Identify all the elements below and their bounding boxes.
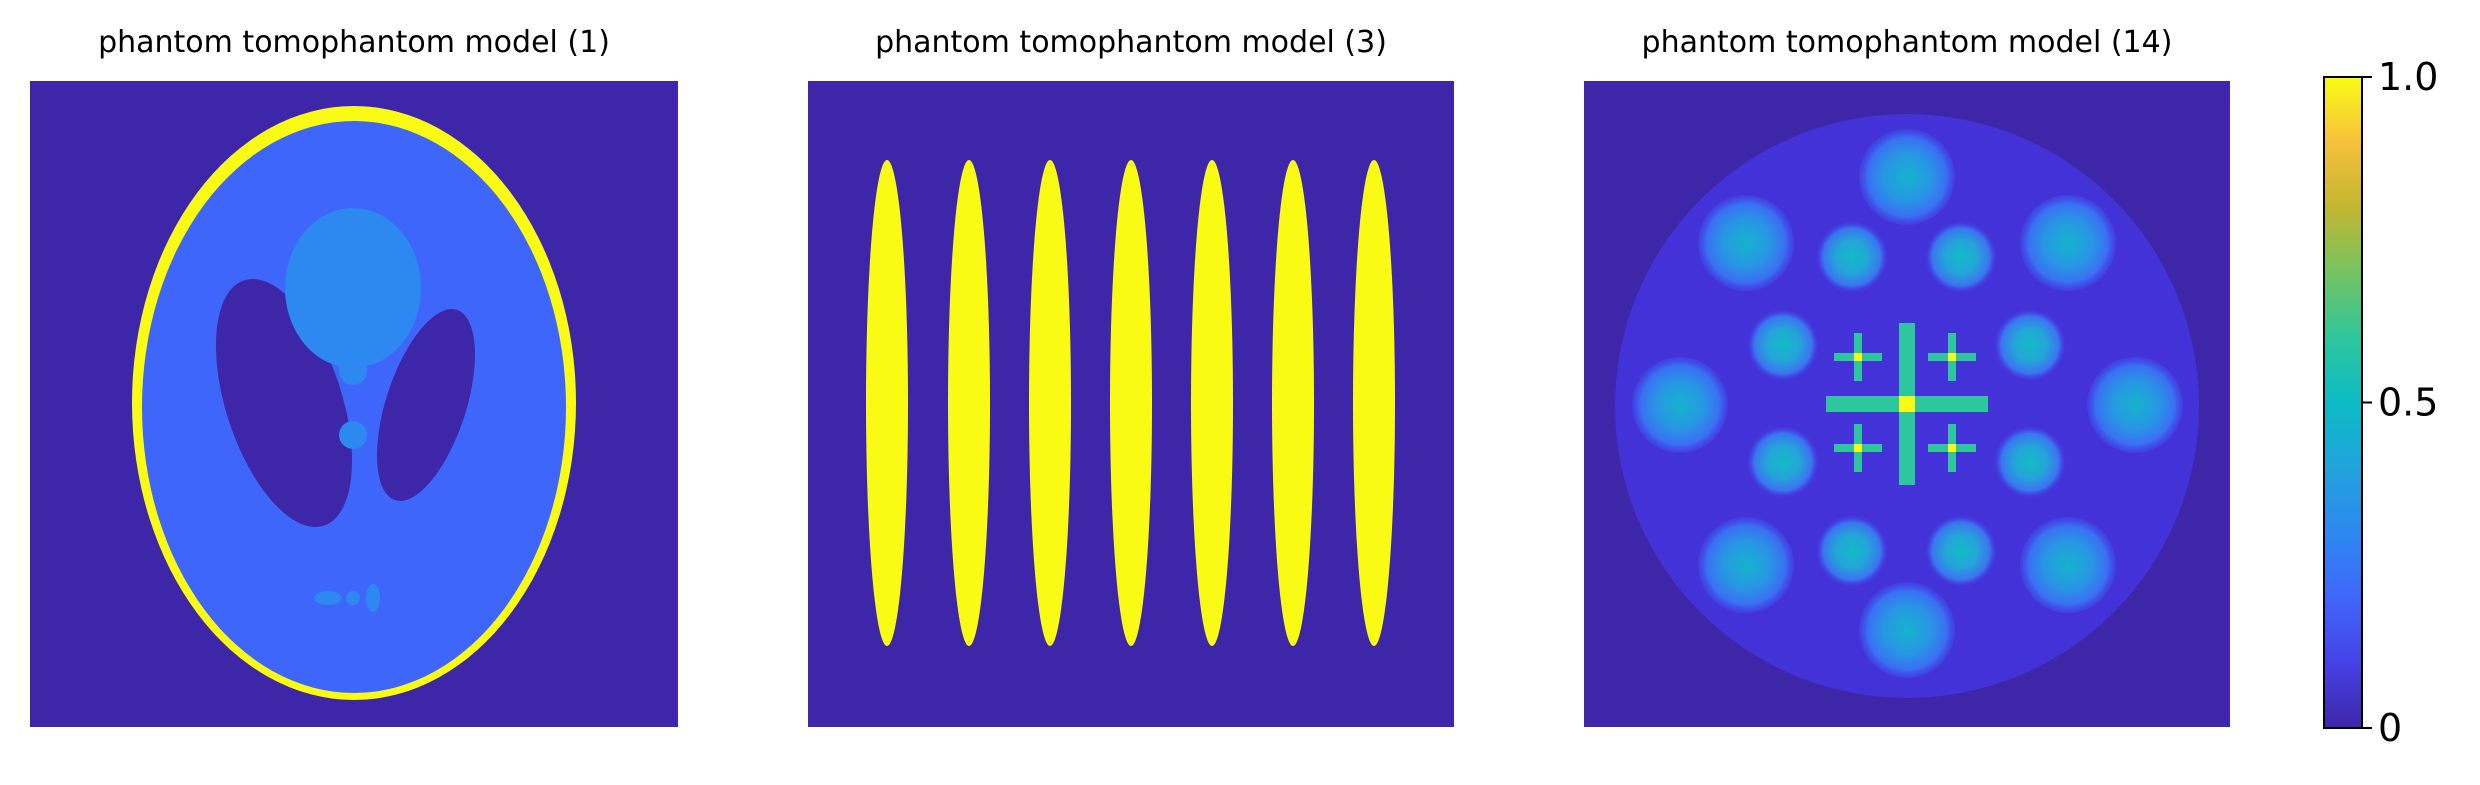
colorbar-gradient: [2323, 76, 2363, 729]
phantom-small-disk-2: [339, 421, 367, 449]
panel-model-3: phantom tomophantom model (3): [808, 25, 1454, 727]
large-blob-top-left: [1698, 195, 1794, 291]
vertical-ellipse-4: [1110, 160, 1152, 646]
vertical-ellipse-2: [948, 160, 990, 646]
phantom-bottom-dot-1: [314, 591, 342, 605]
small-blob-3: [1747, 309, 1819, 381]
large-blob-top: [1859, 129, 1955, 225]
small-blob-4: [1994, 309, 2066, 381]
panel-model-1: phantom tomophantom model (1): [30, 25, 678, 727]
large-blob-bottom: [1859, 582, 1955, 678]
vertical-ellipse-3: [1029, 160, 1071, 646]
small-blob-5: [1747, 426, 1819, 498]
large-blob-bottom-right: [2020, 517, 2116, 613]
panel-title-model-3: phantom tomophantom model (3): [875, 25, 1387, 60]
large-blob-bottom-left: [1698, 517, 1794, 613]
small-cross-top-right: [1928, 333, 1976, 381]
vertical-ellipse-7: [1353, 160, 1395, 646]
phantom-bottom-dot-2: [346, 591, 360, 605]
phantom-inner-body: [142, 121, 566, 693]
large-blob-right: [2087, 357, 2183, 453]
small-cross-bottom-left: [1834, 424, 1882, 472]
colorbar-tick-label-2: 1.0: [2378, 55, 2438, 99]
small-blob-8: [1925, 515, 1997, 587]
small-blob-1: [1816, 221, 1888, 293]
vertical-ellipse-6: [1272, 160, 1314, 646]
small-blob-2: [1925, 221, 1997, 293]
phantom-top-ellipse: [285, 208, 421, 368]
cross-center: [1899, 396, 1915, 412]
small-blob-7: [1816, 515, 1888, 587]
small-blob-6: [1994, 426, 2066, 498]
panel-model-14: phantom tomophantom model (14): [1584, 25, 2230, 727]
colorbar-tick-label-1: 0.5: [2378, 381, 2438, 425]
phantom-bottom-dot-3: [366, 584, 380, 612]
colorbar-tick-label-0: 0: [2378, 706, 2402, 750]
small-cross-top-left: [1834, 333, 1882, 381]
vertical-ellipse-1: [866, 160, 908, 646]
large-blob-top-right: [2020, 195, 2116, 291]
large-blob-left: [1632, 357, 1728, 453]
phantom-right-ventricle: [376, 309, 476, 501]
colorbar: 0 0.5 1.0: [2323, 55, 2438, 750]
vertical-ellipse-5: [1191, 160, 1233, 646]
panel-title-model-1: phantom tomophantom model (1): [98, 25, 610, 60]
panel-title-model-14: phantom tomophantom model (14): [1642, 25, 2173, 60]
phantom-small-disk-1: [339, 357, 367, 385]
colorbar-ticks: 0 0.5 1.0: [2362, 55, 2438, 750]
small-cross-bottom-right: [1928, 424, 1976, 472]
